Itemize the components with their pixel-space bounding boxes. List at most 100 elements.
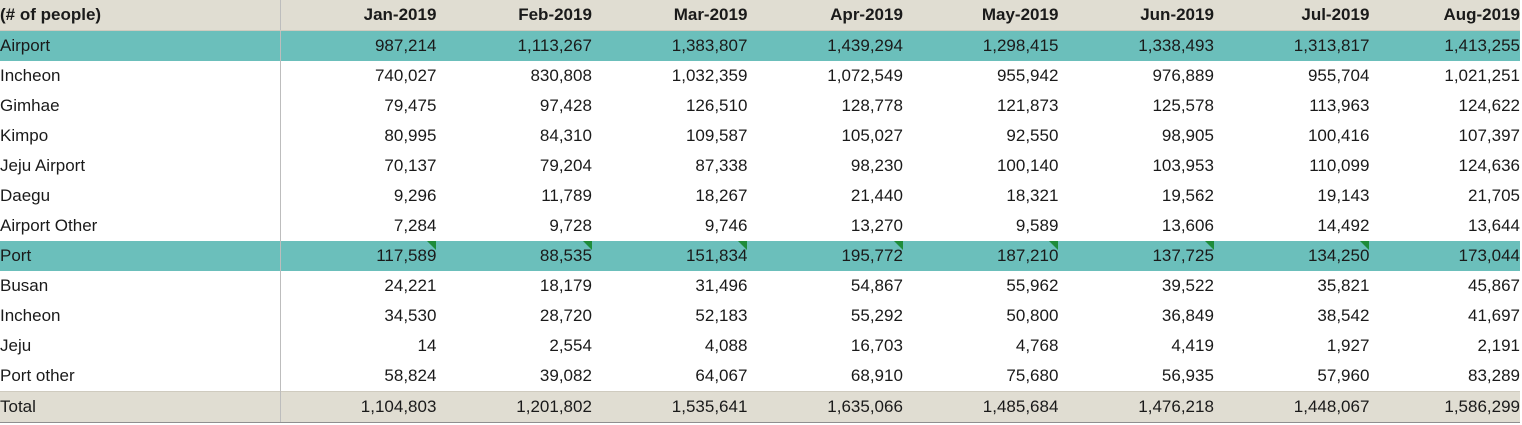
- row-label-cell[interactable]: Total: [0, 391, 282, 423]
- value-cell[interactable]: 9,746: [592, 211, 748, 241]
- value-cell[interactable]: 987,214: [281, 31, 436, 62]
- value-cell[interactable]: 9,589: [903, 211, 1059, 241]
- value-cell[interactable]: 126,510: [592, 91, 747, 121]
- value-cell[interactable]: 35,821: [1214, 271, 1369, 301]
- value-cell[interactable]: 1,032,359: [592, 61, 748, 91]
- cell-note-indicator-icon[interactable]: [1204, 241, 1214, 251]
- value-cell[interactable]: 121,873: [903, 91, 1058, 121]
- value-cell[interactable]: 195,772: [747, 241, 903, 271]
- value-cell[interactable]: 4,419: [1058, 331, 1214, 361]
- value-cell[interactable]: 92,550: [903, 121, 1058, 151]
- value-cell[interactable]: 28,720: [436, 301, 592, 331]
- value-cell[interactable]: 41,697: [1369, 301, 1520, 331]
- value-cell[interactable]: 128,778: [747, 91, 902, 121]
- value-cell[interactable]: 1,485,684: [902, 391, 1059, 423]
- value-cell[interactable]: 1,476,218: [1058, 391, 1214, 423]
- value-cell[interactable]: 13,644: [1369, 211, 1520, 241]
- value-cell[interactable]: 1,113,267: [436, 31, 592, 62]
- value-cell[interactable]: 24,221: [281, 271, 436, 301]
- value-cell[interactable]: 58,824: [281, 361, 436, 392]
- value-cell[interactable]: 955,942: [903, 61, 1058, 91]
- cell-note-indicator-icon[interactable]: [427, 241, 437, 251]
- value-cell[interactable]: 98,905: [1058, 121, 1214, 151]
- value-cell[interactable]: 1,338,493: [1058, 31, 1214, 62]
- value-cell[interactable]: 1,313,817: [1214, 31, 1370, 62]
- header-month-cell[interactable]: Jul-2019: [1213, 0, 1370, 31]
- value-cell[interactable]: 113,963: [1214, 91, 1369, 121]
- value-cell[interactable]: 70,137: [281, 151, 436, 181]
- value-cell[interactable]: 88,535: [436, 241, 592, 271]
- value-cell[interactable]: 117,589: [281, 241, 437, 271]
- value-cell[interactable]: 21,705: [1369, 181, 1520, 211]
- value-cell[interactable]: 740,027: [281, 61, 436, 91]
- value-cell[interactable]: 1,072,549: [747, 61, 903, 91]
- value-cell[interactable]: 100,416: [1214, 121, 1369, 151]
- value-cell[interactable]: 14: [281, 331, 437, 361]
- value-cell[interactable]: 39,522: [1058, 271, 1214, 301]
- cell-note-indicator-icon[interactable]: [1049, 241, 1059, 251]
- value-cell[interactable]: 18,321: [903, 181, 1058, 211]
- value-cell[interactable]: 57,960: [1214, 361, 1369, 392]
- value-cell[interactable]: 34,530: [281, 301, 436, 331]
- row-label-cell[interactable]: Jeju Airport: [0, 151, 282, 181]
- value-cell[interactable]: 125,578: [1058, 91, 1213, 121]
- value-cell[interactable]: 1,413,255: [1369, 31, 1520, 62]
- value-cell[interactable]: 84,310: [436, 121, 592, 151]
- value-cell[interactable]: 4,768: [903, 331, 1059, 361]
- value-cell[interactable]: 107,397: [1369, 121, 1520, 151]
- row-label-cell[interactable]: Jeju: [0, 331, 282, 361]
- row-label-cell[interactable]: Port other: [0, 361, 282, 392]
- cell-note-indicator-icon[interactable]: [893, 241, 903, 251]
- header-month-cell[interactable]: Apr-2019: [747, 0, 903, 31]
- header-month-cell[interactable]: Aug-2019: [1369, 0, 1520, 31]
- value-cell[interactable]: 105,027: [747, 121, 902, 151]
- value-cell[interactable]: 21,440: [747, 181, 903, 211]
- value-cell[interactable]: 19,143: [1214, 181, 1369, 211]
- value-cell[interactable]: 45,867: [1369, 271, 1520, 301]
- value-cell[interactable]: 11,789: [436, 181, 592, 211]
- value-cell[interactable]: 1,535,641: [591, 391, 748, 423]
- value-cell[interactable]: 98,230: [747, 151, 903, 181]
- value-cell[interactable]: 14,492: [1214, 211, 1369, 241]
- value-cell[interactable]: 97,428: [436, 91, 592, 121]
- value-cell[interactable]: 1,439,294: [747, 31, 903, 62]
- row-label-cell[interactable]: Gimhae: [0, 91, 282, 121]
- header-month-cell[interactable]: Mar-2019: [591, 0, 748, 31]
- value-cell[interactable]: 151,834: [592, 241, 748, 271]
- value-cell[interactable]: 173,044: [1369, 241, 1520, 271]
- value-cell[interactable]: 137,725: [1058, 241, 1214, 271]
- value-cell[interactable]: 55,292: [747, 301, 903, 331]
- value-cell[interactable]: 68,910: [747, 361, 903, 392]
- value-cell[interactable]: 13,606: [1058, 211, 1214, 241]
- row-label-cell[interactable]: Port: [0, 241, 282, 271]
- value-cell[interactable]: 2,554: [436, 331, 592, 361]
- row-label-cell[interactable]: Incheon: [0, 301, 282, 331]
- value-cell[interactable]: 54,867: [747, 271, 903, 301]
- row-label-cell[interactable]: Daegu: [0, 181, 282, 211]
- value-cell[interactable]: 187,210: [903, 241, 1059, 271]
- row-label-cell[interactable]: Airport: [0, 30, 282, 61]
- row-label-cell[interactable]: Kimpo: [0, 121, 282, 151]
- value-cell[interactable]: 39,082: [436, 361, 592, 392]
- value-cell[interactable]: 75,680: [903, 361, 1058, 392]
- value-cell[interactable]: 830,808: [436, 61, 591, 91]
- cell-note-indicator-icon[interactable]: [738, 241, 748, 251]
- value-cell[interactable]: 18,267: [592, 181, 747, 211]
- value-cell[interactable]: 16,703: [747, 331, 903, 361]
- value-cell[interactable]: 83,289: [1369, 361, 1520, 392]
- value-cell[interactable]: 1,298,415: [903, 31, 1059, 62]
- value-cell[interactable]: 13,270: [747, 211, 903, 241]
- value-cell[interactable]: 56,935: [1058, 361, 1214, 392]
- row-label-cell[interactable]: Incheon: [0, 61, 282, 91]
- value-cell[interactable]: 52,183: [592, 301, 747, 331]
- value-cell[interactable]: 110,099: [1214, 151, 1369, 181]
- value-cell[interactable]: 55,962: [903, 271, 1058, 301]
- value-cell[interactable]: 134,250: [1214, 241, 1370, 271]
- value-cell[interactable]: 103,953: [1058, 151, 1213, 181]
- value-cell[interactable]: 1,586,299: [1369, 391, 1520, 423]
- header-label-cell[interactable]: (# of people): [0, 0, 282, 31]
- value-cell[interactable]: 36,849: [1058, 301, 1214, 331]
- value-cell[interactable]: 109,587: [592, 121, 747, 151]
- header-month-cell[interactable]: Jan-2019: [280, 0, 437, 31]
- row-label-cell[interactable]: Airport Other: [0, 211, 282, 241]
